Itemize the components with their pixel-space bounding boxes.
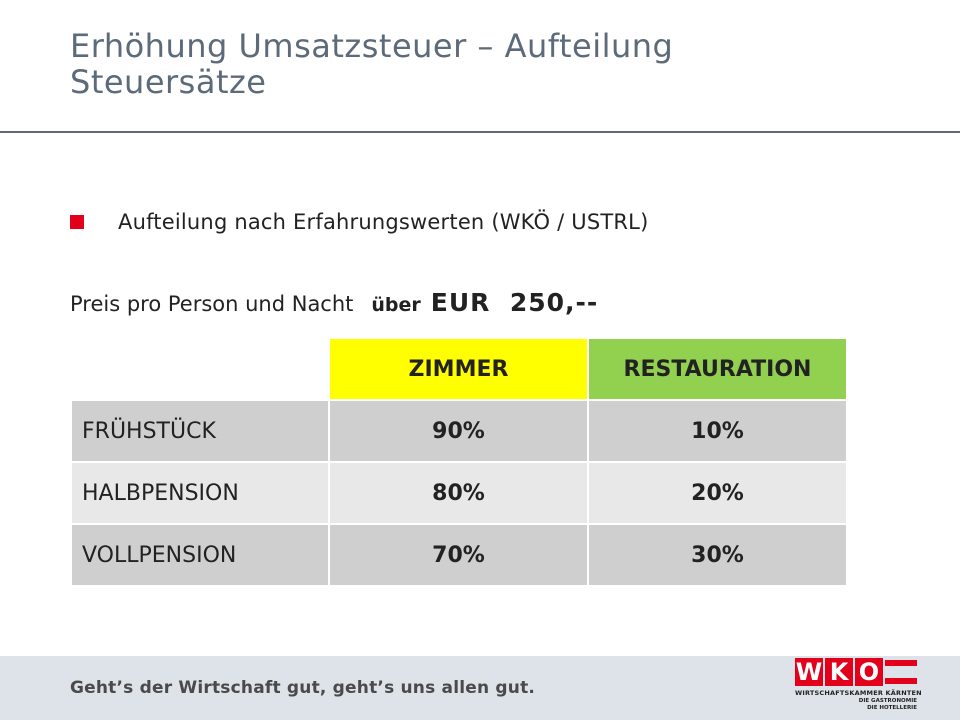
cell-zimmer: 80%	[328, 461, 589, 525]
cell-restauration: 30%	[587, 523, 848, 587]
table-row: HALBPENSION 80% 20%	[70, 461, 848, 525]
logo-org-name: WIRTSCHAFTSKAMMER KÄRNTEN	[795, 689, 922, 697]
row-label: VOLLPENSION	[70, 523, 330, 587]
price-line: Preis pro Person und Nacht über EUR 250,…	[70, 288, 598, 328]
row-label: HALBPENSION	[70, 461, 330, 525]
cell-restauration: 10%	[587, 399, 848, 463]
logo-division-line-2: DIE HOTELLERIE	[867, 705, 917, 711]
logo-letter-w: W	[795, 658, 823, 686]
logo-flag-stripe-bottom	[885, 678, 917, 684]
logo-letter-k: K	[825, 658, 853, 686]
cell-zimmer: 70%	[328, 523, 589, 587]
bullet-square-icon	[70, 215, 84, 229]
table-header-row: ZIMMER RESTAURATION	[70, 337, 848, 401]
table-row: FRÜHSTÜCK 90% 10%	[70, 399, 848, 463]
price-amount: EUR 250,--	[430, 288, 599, 317]
bullet-item: Aufteilung nach Erfahrungswerten (WKÖ / …	[70, 208, 648, 236]
logo-letter-o: O	[855, 658, 883, 686]
logo-division: DIE GASTRONOMIE DIE HOTELLERIE	[859, 698, 917, 712]
slide-title-line-2: Steuersätze	[70, 63, 267, 101]
cell-restauration: 20%	[587, 461, 848, 525]
table-header-empty	[70, 337, 330, 401]
table-header-zimmer: ZIMMER	[328, 337, 589, 401]
table-row: VOLLPENSION 70% 30%	[70, 523, 848, 587]
tax-split-table: ZIMMER RESTAURATION FRÜHSTÜCK 90% 10% HA…	[70, 337, 848, 587]
footer-slogan: Geht’s der Wirtschaft gut, geht’s uns al…	[70, 678, 536, 698]
bullet-text: Aufteilung nach Erfahrungswerten (WKÖ / …	[118, 210, 649, 234]
price-prefix: Preis pro Person und Nacht	[70, 292, 354, 316]
logo-flag-stripe-top	[885, 660, 917, 666]
wko-logo: W K O WIRTSCHAFTSKAMMER KÄRNTEN DIE GAST…	[795, 658, 922, 716]
cell-zimmer: 90%	[328, 399, 589, 463]
row-label: FRÜHSTÜCK	[70, 399, 330, 463]
slide-title: Erhöhung Umsatzsteuer – Aufteilung Steue…	[70, 28, 930, 100]
table-header-restauration: RESTAURATION	[587, 337, 848, 401]
slide-title-line-1: Erhöhung Umsatzsteuer – Aufteilung	[70, 27, 674, 65]
title-divider	[0, 131, 960, 133]
price-over: über	[371, 294, 421, 316]
logo-division-line-1: DIE GASTRONOMIE	[858, 698, 917, 704]
